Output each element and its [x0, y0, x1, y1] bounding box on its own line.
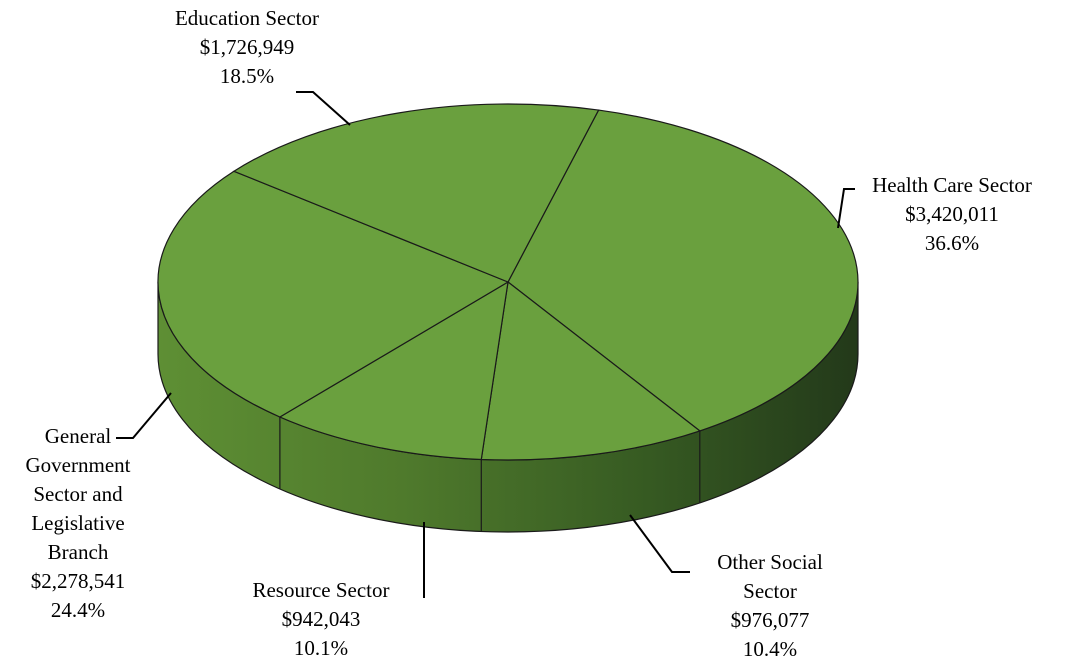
label-general-name-4: Legislative — [31, 511, 124, 535]
label-other-value: $976,077 — [731, 608, 810, 632]
slice-general — [157, 170, 510, 418]
label-general-name-2: Government — [26, 453, 131, 477]
leader-line-general — [116, 392, 172, 439]
label-other-name-1: Other Social — [717, 550, 823, 574]
slice-other — [480, 280, 702, 461]
label-other-percent: 10.4% — [743, 637, 797, 661]
leader-line-other — [629, 514, 690, 573]
label-education-value: $1,726,949 — [200, 35, 295, 59]
slice-health — [507, 109, 859, 432]
label-resource-value: $942,043 — [282, 607, 361, 631]
leader-line-health — [837, 188, 855, 229]
label-other-name-2: Sector — [743, 579, 797, 603]
label-general-value: $2,278,541 — [31, 569, 126, 593]
slice-education — [232, 103, 600, 283]
label-general-name-5: Branch — [48, 540, 109, 564]
label-general-percent: 24.4% — [51, 598, 105, 622]
label-general-name-1: General — [45, 424, 112, 448]
label-health-percent: 36.6% — [925, 231, 979, 255]
label-education-percent: 18.5% — [220, 64, 274, 88]
slice-resource — [278, 280, 509, 461]
label-education-name: Education Sector — [175, 6, 319, 30]
label-health-name: Health Care Sector — [872, 173, 1032, 197]
label-resource-percent: 10.1% — [294, 636, 348, 660]
label-resource-name: Resource Sector — [252, 578, 389, 602]
pie-top-face — [157, 103, 859, 461]
leader-line-education — [296, 91, 351, 126]
label-general-name-3: Sector and — [33, 482, 123, 506]
label-health-value: $3,420,011 — [905, 202, 999, 226]
